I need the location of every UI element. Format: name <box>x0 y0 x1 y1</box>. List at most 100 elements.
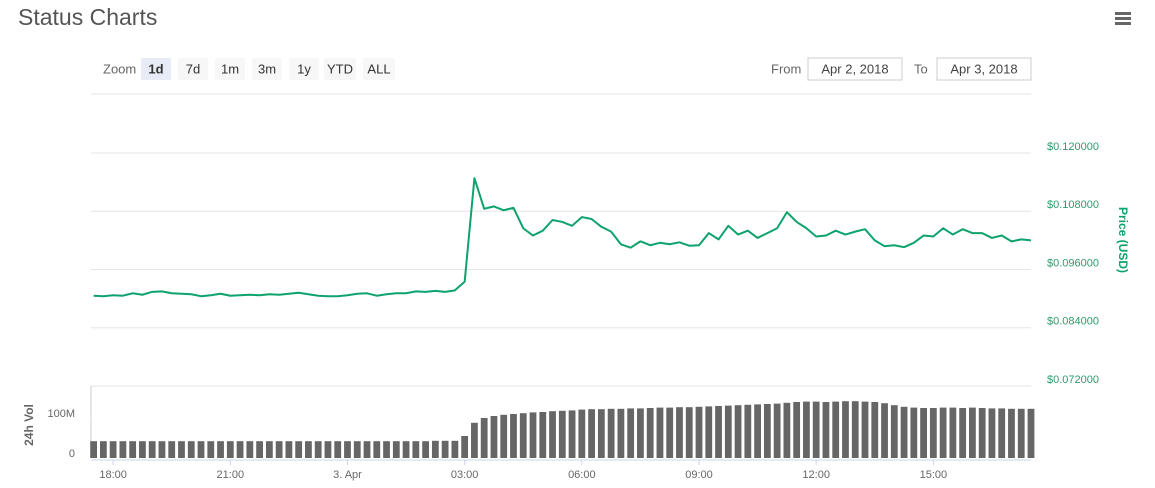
volume-bar <box>139 441 146 458</box>
volume-bar <box>754 404 761 458</box>
y-axis-title: Price (USD) <box>1116 207 1130 273</box>
volume-bar <box>226 441 234 458</box>
volume-bar <box>929 408 937 458</box>
volume-bar <box>207 441 215 458</box>
from-value[interactable]: Apr 2, 2018 <box>821 61 888 76</box>
zoom-button[interactable] <box>215 58 245 80</box>
y-tick-label: $0.108000 <box>1047 199 1099 211</box>
volume-bar <box>607 408 615 458</box>
volume-bar <box>529 412 537 458</box>
x-tick-label: 21:00 <box>217 469 245 481</box>
volume-bar <box>490 416 498 458</box>
volume-bar <box>1008 408 1015 458</box>
volume-bar <box>500 414 508 458</box>
volume-bar <box>676 407 683 458</box>
volume-bar <box>305 441 312 458</box>
volume-bar <box>568 410 576 458</box>
volume-bar <box>812 401 820 458</box>
volume-bar <box>822 402 830 458</box>
volume-bar <box>715 406 722 458</box>
volume-bar <box>773 403 781 458</box>
zoom-button[interactable] <box>141 58 171 80</box>
volume-bar <box>998 408 1006 458</box>
volume-bar <box>324 441 332 458</box>
volume-bar <box>558 410 566 458</box>
volume-bar <box>695 406 703 458</box>
x-tick-label: 15:00 <box>920 469 948 481</box>
zoom-button-label[interactable]: 1y <box>297 61 311 76</box>
zoom-button-label[interactable]: 7d <box>186 61 200 76</box>
volume-bar <box>988 408 996 458</box>
zoom-button-label[interactable]: 1m <box>221 61 239 76</box>
zoom-button[interactable] <box>178 58 208 80</box>
volume-bar <box>705 406 713 458</box>
menu-bar <box>1115 12 1131 15</box>
volume-bar <box>656 407 664 458</box>
zoom-button-label[interactable]: ALL <box>367 61 390 76</box>
volume-bar <box>900 406 908 458</box>
volume-bar <box>637 408 644 458</box>
volume-bar <box>890 405 898 458</box>
volume-bar <box>881 403 888 458</box>
menu-icon[interactable] <box>1115 12 1131 25</box>
from-input[interactable] <box>807 57 903 81</box>
y2-axis-title: 24h Vol <box>22 404 36 446</box>
x-tick-label: 06:00 <box>568 469 596 481</box>
volume-bar <box>519 413 527 458</box>
volume-bar <box>763 404 771 458</box>
volume-bar <box>724 405 732 458</box>
volume-bar <box>148 441 156 458</box>
x-tick-label: 12:00 <box>802 469 830 481</box>
volume-bar <box>627 408 635 458</box>
volume-bar <box>597 409 605 458</box>
volume-bar <box>978 408 986 458</box>
volume-bar <box>920 408 927 458</box>
volume-bar <box>344 441 351 458</box>
volume-bar <box>197 441 205 458</box>
volume-bar <box>275 441 283 458</box>
to-input[interactable] <box>936 57 1032 81</box>
volume-bar <box>129 441 137 458</box>
volume-bar <box>334 441 342 458</box>
x-tick-label: 3. Apr <box>333 469 362 481</box>
y-tick-label: $0.096000 <box>1047 257 1099 269</box>
volume-bar <box>178 441 185 458</box>
zoom-button-label[interactable]: 3m <box>258 61 276 76</box>
y-tick-label: $0.120000 <box>1047 141 1099 153</box>
chart-title: Status Charts <box>18 4 157 30</box>
volume-bar <box>939 407 947 458</box>
volume-bar <box>861 401 869 458</box>
volume-bar <box>851 401 859 458</box>
volume-bar <box>99 441 107 458</box>
to-value[interactable]: Apr 3, 2018 <box>950 61 1017 76</box>
zoom-button[interactable] <box>363 58 395 80</box>
zoom-button[interactable] <box>289 58 319 80</box>
zoom-button[interactable] <box>252 58 282 80</box>
volume-bar <box>265 441 273 458</box>
zoom-button-label[interactable]: YTD <box>327 61 353 76</box>
volume-bar <box>480 418 488 458</box>
volume-bar <box>256 441 263 458</box>
volume-bar <box>578 409 586 458</box>
volume-bar <box>734 405 742 458</box>
volume-bar <box>1017 408 1025 458</box>
menu-bar <box>1115 22 1131 25</box>
volume-bar <box>549 411 556 458</box>
y-tick-label: $0.084000 <box>1047 316 1099 328</box>
menu-bar <box>1115 17 1131 20</box>
volume-bar <box>949 407 957 458</box>
volume-bar <box>451 440 459 458</box>
volume-bar <box>363 441 371 458</box>
volume-bar <box>842 401 849 458</box>
volume-bar <box>539 412 547 458</box>
zoom-button-label[interactable]: 1d <box>148 61 163 76</box>
zoom-button[interactable] <box>324 58 356 80</box>
to-label: To <box>914 61 928 76</box>
volume-bar <box>1027 408 1035 458</box>
volume-bar <box>285 441 293 458</box>
volume-bar <box>422 441 429 458</box>
volume-bar <box>783 402 791 458</box>
volume-bar <box>910 407 918 458</box>
